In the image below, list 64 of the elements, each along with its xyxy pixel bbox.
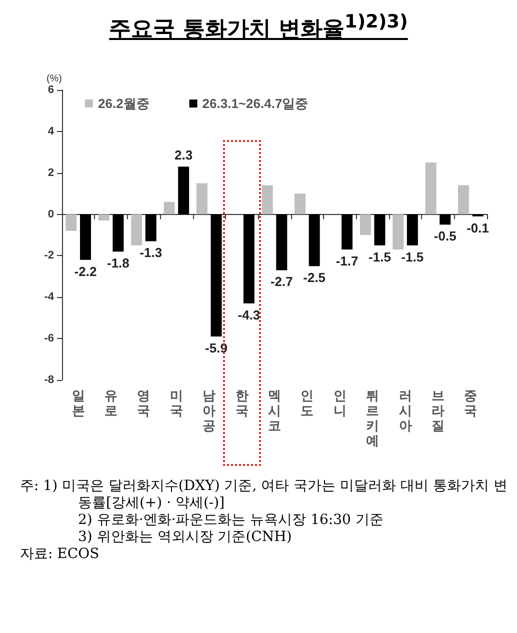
bar xyxy=(98,214,110,220)
legend-label: 26.2월중 xyxy=(98,96,150,111)
data-label: 2.3 xyxy=(174,148,193,163)
bar xyxy=(66,214,77,231)
bar xyxy=(392,214,404,250)
y-tick-label: -6 xyxy=(44,332,54,345)
bar xyxy=(458,185,470,214)
data-label: -1.3 xyxy=(140,245,162,260)
bar xyxy=(196,183,208,214)
bar xyxy=(164,202,175,214)
x-tick-label: 남아공 xyxy=(202,388,216,433)
data-label: -4.3 xyxy=(238,307,260,322)
bar xyxy=(276,214,288,270)
x-tick-label: 튀르키예 xyxy=(366,388,380,448)
data-label: -0.1 xyxy=(466,220,490,236)
bar xyxy=(308,214,320,266)
x-tick-label: 한국 xyxy=(235,388,248,418)
text: 3) 위안화는 역외시장 기준(CNH) xyxy=(77,529,293,546)
bar xyxy=(80,214,91,260)
bar xyxy=(406,214,418,246)
x-tick-label: 인니 xyxy=(333,388,346,418)
legend-label: 26.3.1~26.4.7일중 xyxy=(202,96,308,111)
bar xyxy=(145,214,156,242)
y-tick-label: 0 xyxy=(48,208,54,220)
bar xyxy=(360,214,371,235)
y-tick-label: -4 xyxy=(44,291,55,304)
bar xyxy=(131,214,142,246)
x-tick-label: 미국 xyxy=(170,388,183,418)
bar xyxy=(243,214,254,304)
x-tick-label: 브라질 xyxy=(431,388,444,433)
x-tick-label: 영국 xyxy=(137,388,150,418)
y-tick-label: 4 xyxy=(48,125,55,138)
data-label: -2.2 xyxy=(74,264,97,279)
data-label: -0.5 xyxy=(434,228,456,244)
data-label: -2.5 xyxy=(303,270,326,286)
text: 2) 유로화·엔화·파운드화는 뉴욕시장 16:30 기준 xyxy=(77,512,384,529)
bar xyxy=(374,214,386,246)
y-tick-label: -2 xyxy=(44,250,54,262)
bar xyxy=(294,194,306,214)
bar xyxy=(262,185,273,214)
bar xyxy=(425,162,436,214)
data-label: -1.5 xyxy=(368,249,391,264)
text: 자료: ECOS xyxy=(20,546,100,563)
x-tick-label: 중국 xyxy=(464,388,478,418)
bar xyxy=(342,214,353,250)
text: 주: 1) 미국은 달러화지수(DXY) 기준, 여타 국가는 미달러화 대비 통화가치 변동률[강세(+) · 약세(-)] xyxy=(20,478,508,512)
x-tick-label: 러시아 xyxy=(398,388,412,433)
data-label: -1.7 xyxy=(336,254,358,268)
data-label: -1.8 xyxy=(106,256,130,271)
data-label: -2.7 xyxy=(270,274,293,290)
bar xyxy=(210,214,222,336)
y-tick-label: 6 xyxy=(48,84,54,96)
y-tick-label: 2 xyxy=(48,166,54,179)
bar xyxy=(178,166,190,214)
x-tick-label: 유로 xyxy=(104,388,118,418)
bar xyxy=(112,214,124,252)
chart-title: 주요국 통화가치 변화율$^{1)2)3)}$ xyxy=(109,12,408,42)
x-tick-label: 멕시코 xyxy=(268,388,281,433)
bar xyxy=(440,214,451,225)
x-tick-label: 일본 xyxy=(72,388,85,418)
y-axis-title: (%) xyxy=(46,74,62,84)
data-label: -1.5 xyxy=(401,249,424,264)
x-tick-label: 인도 xyxy=(300,388,314,418)
y-tick-label: -8 xyxy=(44,374,54,386)
